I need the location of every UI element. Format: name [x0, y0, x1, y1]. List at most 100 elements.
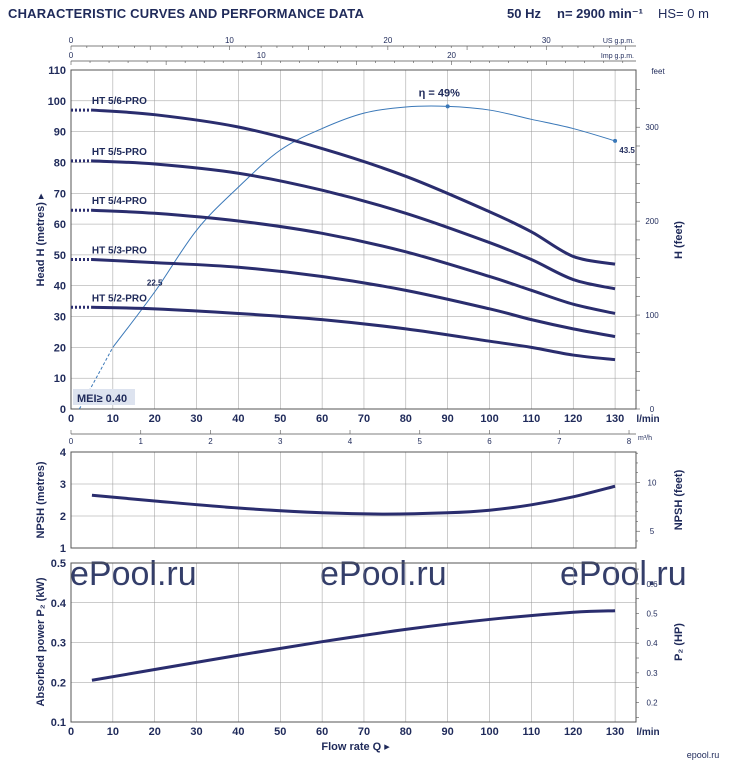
x-tick-label: 0: [68, 726, 74, 738]
x-tick-label: 40: [232, 413, 244, 425]
m3h-tick-label: 1: [139, 437, 144, 446]
x-tick-label: 100: [480, 726, 498, 738]
usgpm-tick-label: 30: [542, 36, 551, 45]
y2-tick-label: 0.5: [646, 610, 658, 619]
x-tick-label: 60: [316, 413, 328, 425]
y-tick-label: 10: [54, 373, 66, 385]
y-axis-title: Absorbed power P₂ (kW): [35, 577, 47, 706]
y2-tick-label: 300: [645, 123, 659, 132]
x-tick-label: 10: [107, 726, 119, 738]
m3h-unit-label: m³/h: [638, 435, 652, 442]
y2-tick-label: 0: [650, 405, 655, 414]
x-tick-label: 30: [190, 413, 202, 425]
usgpm-tick-label: 0: [69, 36, 74, 45]
m3h-tick-label: 4: [348, 437, 353, 446]
y2-axis-title: NPSH (feet): [673, 469, 685, 530]
y-tick-label: 0.4: [51, 598, 67, 610]
y-tick-label: 0.3: [51, 638, 66, 650]
watermark-text: ePool.ru: [560, 555, 687, 593]
pump-curve: [91, 208, 616, 315]
x-tick-label: 120: [564, 413, 582, 425]
frequency-label: 50 Hz: [507, 6, 541, 21]
y2-tick-label: 200: [645, 217, 659, 226]
mei-box: [73, 389, 135, 405]
efficiency-annotation: 43.5: [619, 146, 635, 155]
y-tick-label: 1: [60, 543, 66, 555]
efficiency-annotation: 22.5: [147, 278, 163, 287]
impgpm-tick-label: 20: [447, 51, 456, 60]
x-tick-label: 0: [68, 413, 74, 425]
efficiency-point: [613, 138, 618, 143]
y-tick-label: 60: [54, 219, 66, 231]
npsh-curve: [91, 484, 616, 516]
usgpm-tick-label: 10: [225, 36, 234, 45]
y-tick-label: 0.2: [51, 677, 66, 689]
x-tick-label: 130: [606, 413, 624, 425]
impgpm-tick-label: 0: [69, 51, 74, 60]
watermark-text: ePool.ru: [70, 555, 197, 593]
x-tick-label: 130: [606, 726, 624, 738]
y-tick-label: 2: [60, 511, 66, 523]
y-axis-title: NPSH (metres): [35, 461, 47, 538]
x-tick-label: 80: [400, 726, 412, 738]
x-tick-label: 70: [358, 726, 370, 738]
y-tick-label: 110: [48, 65, 66, 77]
y-tick-label: 90: [54, 127, 66, 139]
series-label: HT 5/4-PRO: [92, 196, 147, 207]
x-tick-label: 110: [522, 413, 540, 425]
plot-frame: [70, 451, 637, 549]
m3h-tick-label: 3: [278, 437, 283, 446]
x-tick-label: 50: [274, 413, 286, 425]
series-label: HT 5/2-PRO: [92, 293, 147, 304]
series-label: HT 5/6-PRO: [92, 96, 147, 107]
m3h-tick-label: 7: [557, 437, 562, 446]
y-tick-label: 3: [60, 479, 66, 491]
x-tick-label: 20: [149, 726, 161, 738]
plot-frame: [70, 69, 637, 410]
x-axis-title: Flow rate Q ▸: [321, 741, 390, 753]
y2-axis-title: H (feet): [673, 221, 685, 259]
y-tick-label: 4: [60, 447, 67, 459]
logo: epool.ru: [687, 750, 720, 760]
pump-curve: [91, 159, 616, 291]
y2-tick-label: 0.3: [646, 669, 658, 678]
mei-label: MEI≥ 0.40: [77, 393, 127, 405]
x-tick-label: 90: [442, 413, 454, 425]
m3h-tick-label: 6: [487, 437, 492, 446]
y2-tick-label: 0.2: [646, 698, 658, 707]
x-tick-label: 120: [564, 726, 582, 738]
y-tick-label: 30: [54, 312, 66, 324]
m3h-tick-label: 5: [418, 437, 423, 446]
y-tick-label: 0.1: [51, 717, 66, 729]
y-tick-label: 100: [48, 96, 66, 108]
efficiency-label: η = 49%: [419, 88, 460, 100]
y2-unit: feet: [651, 67, 665, 76]
y-tick-label: 20: [54, 342, 66, 354]
x-tick-label: 60: [316, 726, 328, 738]
m3h-tick-label: 2: [208, 437, 213, 446]
pump-curve: [91, 258, 616, 339]
impgpm-label: Imp g.p.m.: [601, 53, 634, 60]
watermark-text: ePool.ru: [320, 555, 447, 593]
y2-tick-label: 100: [645, 311, 659, 320]
y-tick-label: 50: [54, 250, 66, 262]
series-label: HT 5/5-PRO: [92, 147, 147, 158]
y-tick-label: 70: [54, 188, 66, 200]
efficiency-curve: [112, 105, 616, 348]
x-tick-label: 10: [107, 413, 119, 425]
y-tick-label: 40: [54, 281, 66, 293]
m3h-tick-label: 8: [627, 437, 632, 446]
x-tick-label: 40: [232, 726, 244, 738]
y-tick-label: 80: [54, 157, 66, 169]
x-tick-label: 20: [149, 413, 161, 425]
x-unit-label: l/min: [636, 727, 659, 738]
x-unit-label: l/min: [636, 414, 659, 425]
y-axis-title: Head H (metres) ▸: [35, 193, 47, 286]
power-curve: [91, 609, 616, 682]
series-label: HT 5/3-PRO: [92, 246, 147, 257]
y-tick-label: 0: [60, 404, 66, 416]
y2-tick-label: 10: [648, 478, 657, 487]
y2-axis-title: P₂ (HP): [673, 623, 685, 661]
hs-label: HS= 0 m: [658, 6, 709, 21]
